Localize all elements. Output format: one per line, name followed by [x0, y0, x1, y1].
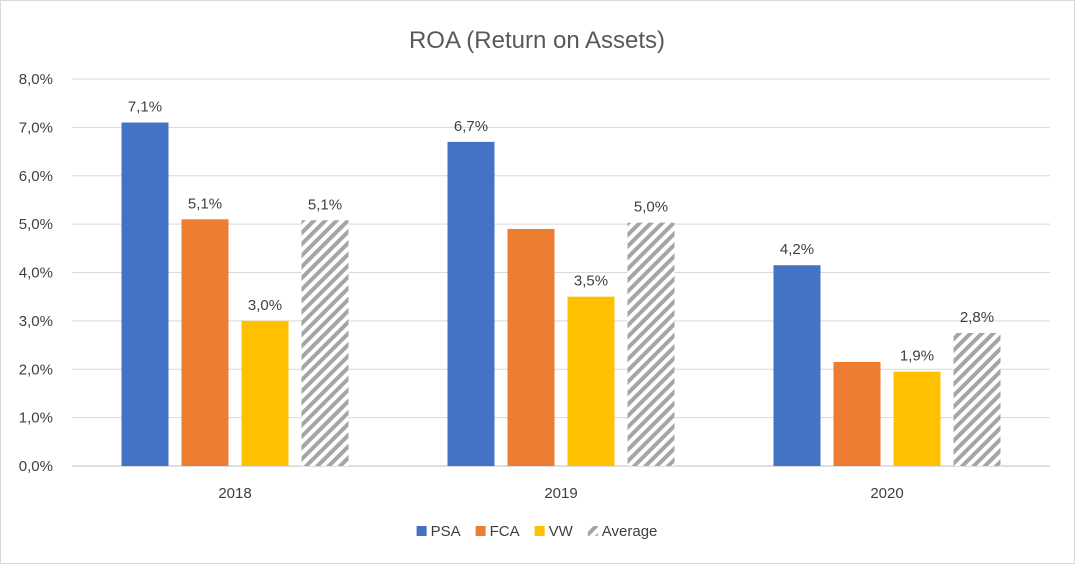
x-tick-label: 2018 [218, 485, 251, 502]
data-label: 4,2% [780, 241, 814, 258]
y-tick-label: 0,0% [19, 458, 53, 475]
y-tick-label: 8,0% [19, 71, 53, 88]
x-axis-ticks: 2018 2019 2020 [218, 485, 903, 502]
bar-psa-2019 [447, 141, 495, 466]
legend-item-vw: VW [534, 523, 574, 540]
legend-item-average: Average [587, 523, 658, 540]
gridlines [72, 78, 1050, 467]
data-label: 1,9% [900, 348, 934, 365]
legend-label: PSA [431, 523, 461, 540]
bar-fca-2019 [507, 228, 555, 466]
y-axis-ticks: 0,0% 1,0% 2,0% 3,0% 4,0% 5,0% 6,0% 7,0% 8,0% [19, 71, 53, 475]
bar-average-2018 [301, 220, 349, 466]
legend-label: Average [602, 523, 658, 540]
bar-average-2020 [953, 332, 1001, 466]
chart-title: ROA (Return on Assets) [409, 27, 665, 54]
data-label: 7,1% [128, 99, 162, 116]
legend-swatch [534, 526, 545, 536]
data-label: 5,1% [308, 196, 342, 213]
data-label: 3,0% [248, 297, 282, 314]
bars [121, 122, 1001, 466]
bar-vw-2019 [567, 296, 615, 466]
bar-psa-2018 [121, 122, 169, 466]
bar-fca-2020 [833, 361, 881, 466]
legend-item-psa: PSA [416, 523, 461, 540]
data-label: 5,1% [188, 195, 222, 212]
x-tick-label: 2020 [870, 485, 903, 502]
legend-swatch [416, 526, 427, 536]
data-label: 3,5% [574, 273, 608, 290]
legend-label: VW [549, 523, 574, 540]
y-tick-label: 4,0% [19, 265, 53, 282]
y-tick-label: 1,0% [19, 410, 53, 427]
x-tick-label: 2019 [544, 485, 577, 502]
legend-swatch [475, 526, 486, 536]
legend: PSA FCA VW Average [416, 523, 658, 540]
y-tick-label: 7,0% [19, 119, 53, 136]
legend-label: FCA [490, 523, 520, 540]
bar-psa-2020 [773, 265, 821, 466]
data-labels: 7,1% 5,1% 3,0% 5,1% 6,7% 3,5% 5,0% 4,2% 1,9% 2,8% [128, 99, 994, 365]
legend-swatch [587, 526, 598, 536]
y-tick-label: 3,0% [19, 313, 53, 330]
y-tick-label: 2,0% [19, 361, 53, 378]
data-label: 5,0% [634, 199, 668, 216]
legend-item-fca: FCA [475, 523, 520, 540]
bar-fca-2018 [181, 219, 229, 466]
y-tick-label: 6,0% [19, 168, 53, 185]
bar-average-2019 [627, 222, 675, 466]
y-tick-label: 5,0% [19, 216, 53, 233]
bar-vw-2020 [893, 371, 941, 466]
data-label: 6,7% [454, 118, 488, 135]
data-label: 2,8% [960, 309, 994, 326]
bar-vw-2018 [241, 320, 289, 466]
